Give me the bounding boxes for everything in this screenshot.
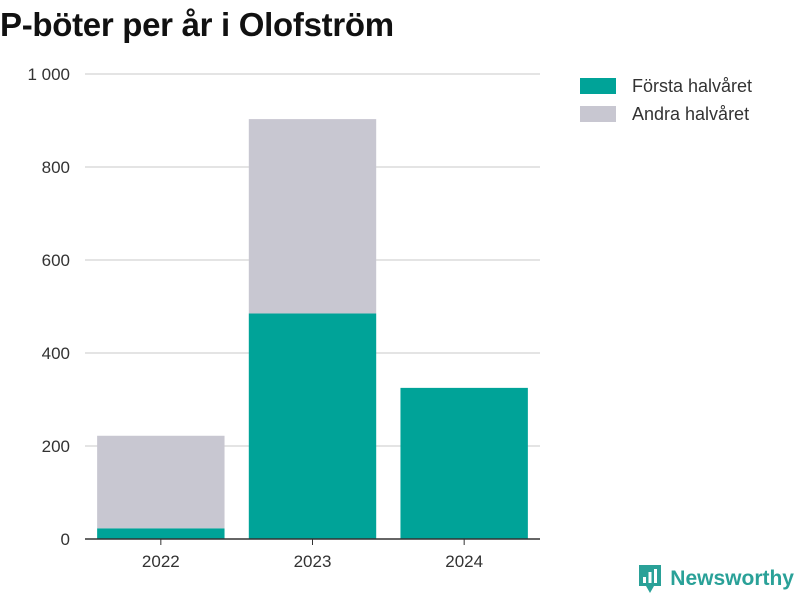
legend-item: Första halvåret xyxy=(580,72,752,100)
legend-item: Andra halvåret xyxy=(580,100,752,128)
y-tick-label: 1 000 xyxy=(27,65,70,84)
y-tick-label: 800 xyxy=(42,158,70,177)
bars xyxy=(97,119,528,539)
x-tick-label: 2022 xyxy=(142,552,180,571)
bar-segment xyxy=(248,313,377,539)
x-tick-label: 2023 xyxy=(294,552,332,571)
legend-label: Första halvåret xyxy=(632,75,753,96)
bar-chart-logo-icon xyxy=(639,565,662,593)
y-tick-label: 0 xyxy=(61,530,70,549)
legend: Första halvåret Andra halvåret xyxy=(580,72,752,128)
bar-segment xyxy=(400,387,528,539)
x-tick-label: 2024 xyxy=(445,552,483,571)
brand-name: Newsworthy xyxy=(670,567,794,590)
y-tick-label: 200 xyxy=(42,437,70,456)
chart-title: P-böter per år i Olofström xyxy=(0,6,394,43)
legend-label: Andra halvåret xyxy=(632,103,750,124)
axes: 0 200 400 600 800 1 000 2022 2023 2024 xyxy=(27,65,540,571)
bar-segment xyxy=(97,435,225,529)
bar-segment xyxy=(97,528,225,539)
bar-segment xyxy=(248,119,377,314)
y-tick-label: 400 xyxy=(42,344,70,363)
brand: Newsworthy xyxy=(638,564,794,594)
y-tick-label: 600 xyxy=(42,251,70,270)
legend-swatch xyxy=(580,106,616,122)
legend-swatch xyxy=(580,78,616,94)
